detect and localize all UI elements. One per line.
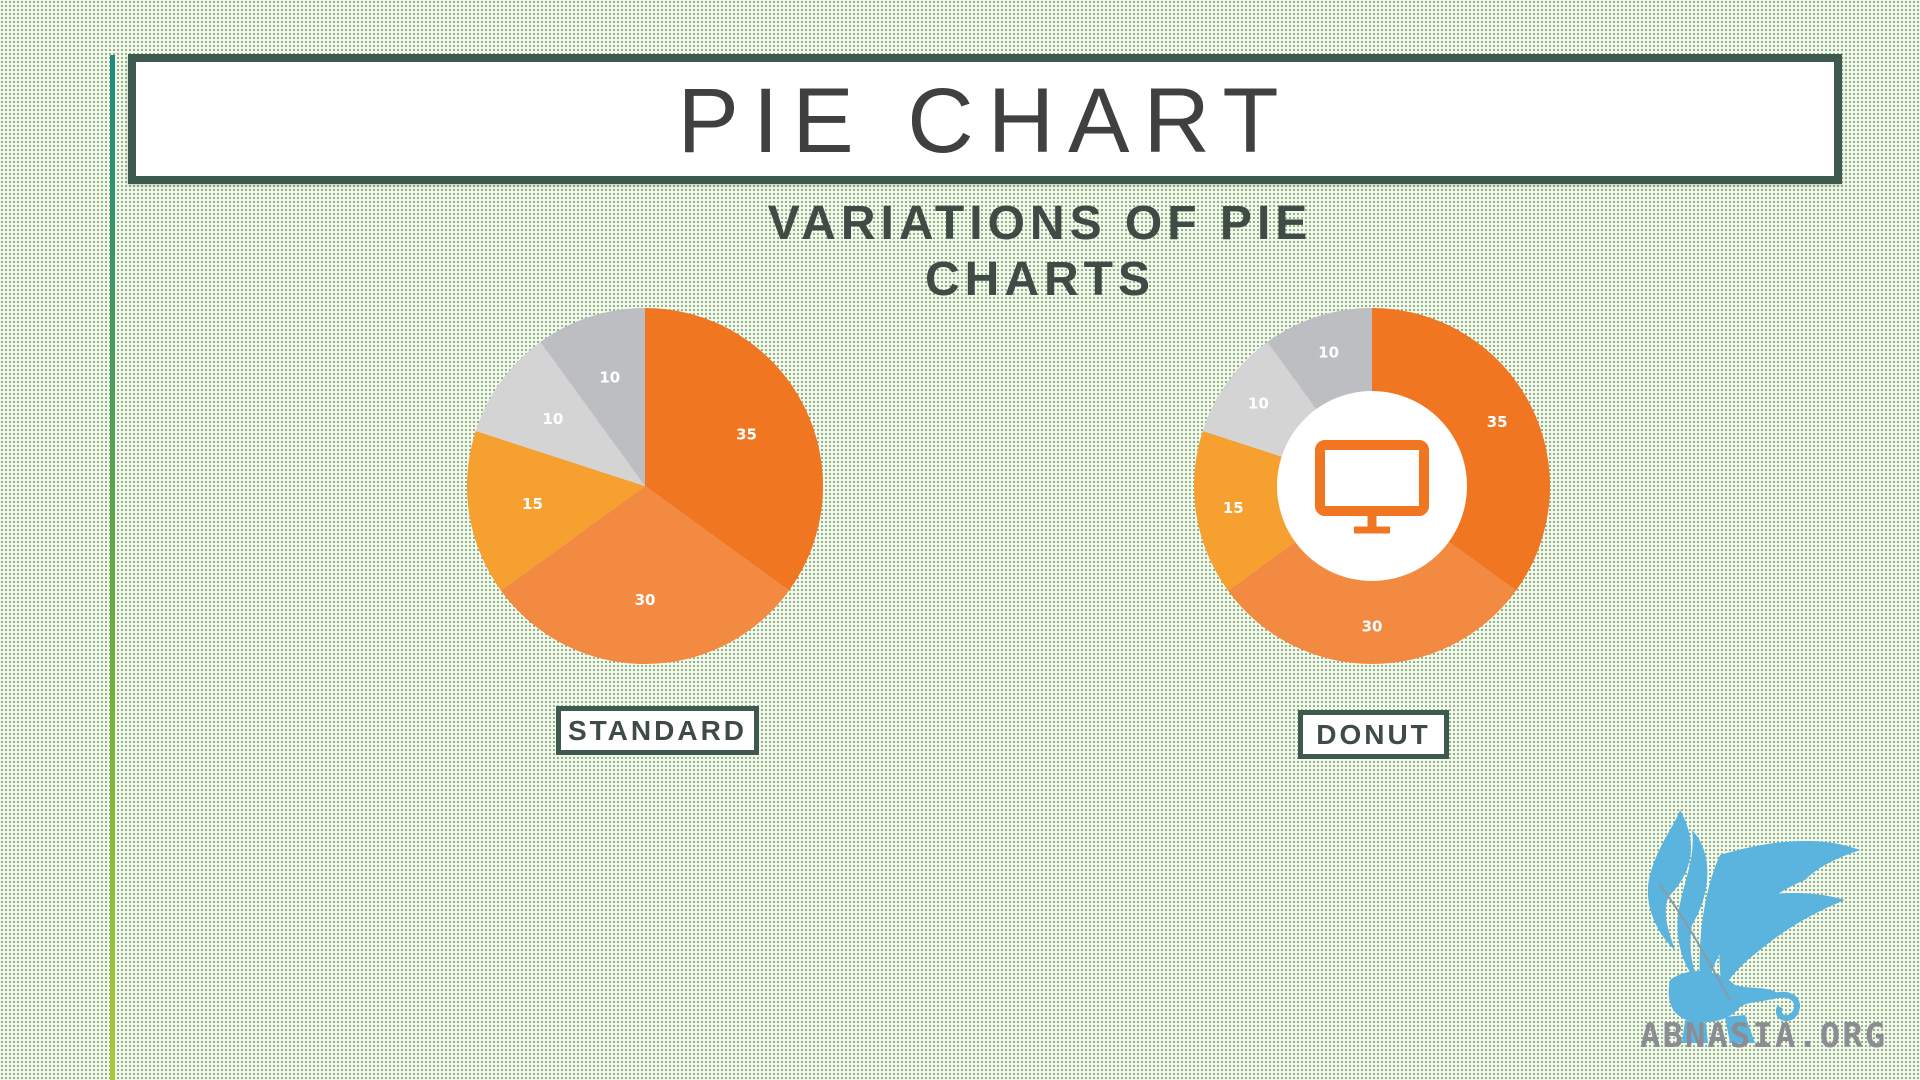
donut-pie-chart: 35 30 15 10 10 <box>1182 296 1562 676</box>
logo-text: ABNASIA.ORG <box>1640 1016 1920 1056</box>
slide-subtitle: VARIATIONS OF PIE CHARTS <box>700 196 1380 308</box>
slide-title: PIE CHART <box>677 65 1292 174</box>
donut-caption: DONUT <box>1298 710 1449 759</box>
chart-0-slice-label-0: 35 <box>736 425 757 443</box>
chart-0-slice-label-3: 10 <box>542 410 563 428</box>
chart-0-slice-label-4: 10 <box>599 369 620 387</box>
chart-0-slice-label-2: 15 <box>522 495 543 513</box>
chart-1-slice-label-0: 35 <box>1487 413 1508 431</box>
chart-1-slice-label-1: 30 <box>1362 618 1383 636</box>
chart-1-slice-label-2: 15 <box>1223 499 1244 517</box>
standard-caption: STANDARD <box>556 706 759 755</box>
accent-line <box>110 55 115 1080</box>
standard-pie-chart: 35 30 15 10 10 <box>455 296 835 676</box>
chart-1-slice-label-3: 10 <box>1248 394 1269 412</box>
chart-1-slice-label-4: 10 <box>1318 343 1339 361</box>
title-box: PIE CHART <box>128 54 1842 184</box>
chart-0-slice-label-1: 30 <box>635 591 656 609</box>
donut-hole <box>1277 391 1467 581</box>
